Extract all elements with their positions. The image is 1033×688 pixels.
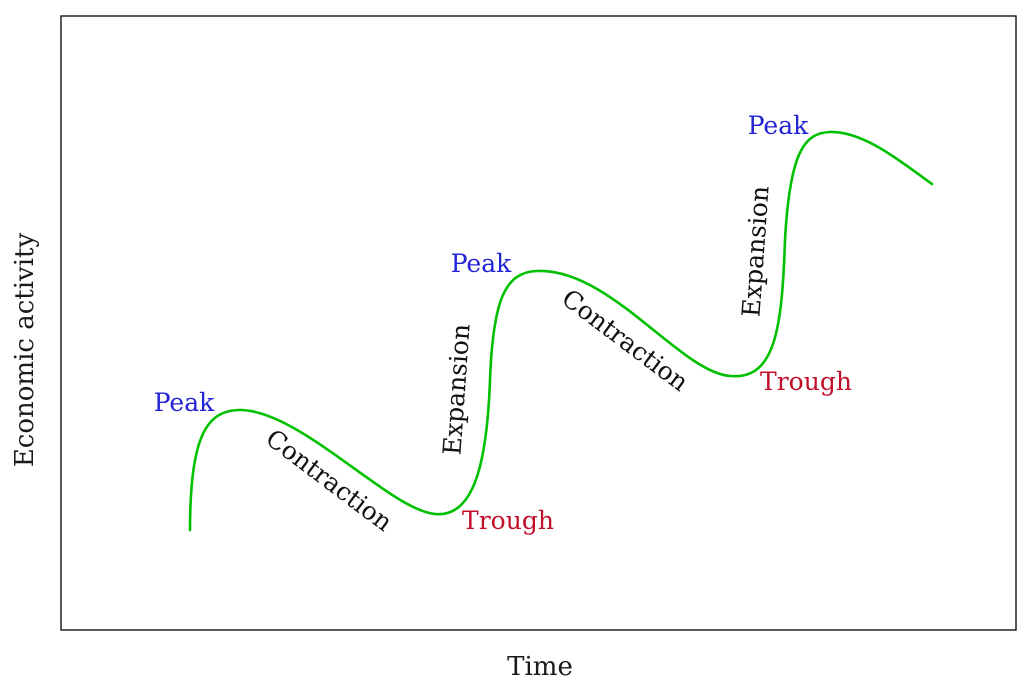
peak-label-2: Peak (451, 249, 512, 278)
expansion-label-2: Expansion (736, 185, 774, 318)
trough-label-1: Trough (462, 506, 554, 535)
x-axis-label: Time (507, 652, 573, 682)
peak-label-1: Peak (154, 388, 215, 417)
peak-label-3: Peak (748, 111, 809, 140)
y-axis-label: Economic activity (10, 233, 40, 468)
trough-label-2: Trough (760, 367, 852, 396)
contraction-label-2: Contraction (556, 283, 694, 397)
contraction-label-1: Contraction (260, 423, 398, 537)
business-cycle-curve (188, 130, 934, 532)
expansion-label-1: Expansion (437, 323, 475, 456)
plot-frame (60, 15, 1017, 631)
